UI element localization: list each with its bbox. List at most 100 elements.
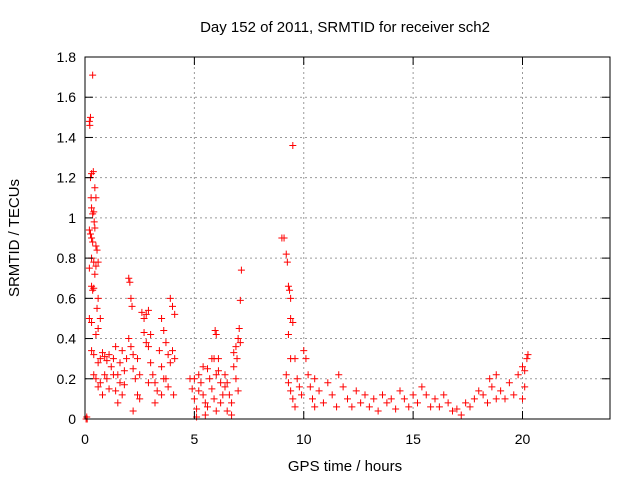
data-point: [400, 395, 408, 403]
data-point: [190, 395, 198, 403]
data-point: [352, 387, 360, 395]
data-point: [160, 327, 168, 335]
data-point: [144, 379, 152, 387]
data-point: [155, 347, 163, 355]
data-point: [199, 391, 207, 399]
data-point: [144, 343, 152, 351]
data-point: [129, 351, 137, 359]
data-point: [90, 371, 98, 379]
data-point: [289, 141, 297, 149]
data-point: [127, 294, 135, 302]
data-point: [112, 387, 120, 395]
data-point: [212, 331, 220, 339]
data-point: [94, 325, 102, 332]
data-point: [315, 387, 323, 395]
data-point: [462, 399, 470, 407]
data-point: [289, 318, 297, 326]
data-point: [171, 355, 179, 363]
data-point: [233, 355, 241, 363]
data-point: [217, 379, 225, 387]
data-point: [335, 371, 343, 379]
data-point: [109, 371, 117, 379]
data-point: [86, 113, 94, 121]
data-point: [134, 355, 141, 363]
data-point: [126, 278, 134, 286]
data-point: [284, 282, 292, 290]
data-point: [96, 379, 104, 387]
data-point: [88, 318, 96, 326]
x-tick-label: 20: [515, 431, 531, 447]
data-point: [521, 367, 529, 375]
data-point: [501, 395, 509, 403]
data-point: [236, 296, 244, 304]
data-point: [197, 379, 205, 387]
data-point: [158, 363, 166, 371]
data-point: [120, 367, 128, 375]
data-point: [129, 407, 137, 415]
y-tick-label: 1.2: [57, 170, 77, 186]
data-point: [99, 391, 106, 399]
plot-frame: [84, 56, 611, 420]
data-point: [89, 168, 97, 176]
data-point: [396, 387, 404, 395]
data-point: [357, 399, 365, 407]
data-point: [291, 355, 299, 363]
data-point: [92, 242, 100, 250]
data-point: [94, 359, 102, 367]
data-point: [291, 403, 299, 411]
data-point: [103, 375, 111, 383]
data-points: [82, 71, 532, 423]
data-point: [514, 371, 522, 379]
data-point: [361, 391, 369, 399]
data-point: [486, 375, 494, 383]
y-tick-label: 0.6: [57, 290, 77, 306]
data-point: [524, 351, 532, 359]
data-point: [475, 387, 483, 395]
data-point: [497, 387, 505, 395]
data-point: [221, 371, 229, 379]
data-point: [521, 383, 529, 391]
data-point: [286, 286, 294, 294]
data-point: [140, 329, 148, 337]
data-point: [298, 391, 306, 399]
data-point: [519, 363, 526, 371]
data-point: [118, 347, 126, 355]
data-point: [370, 395, 378, 403]
data-point: [311, 403, 319, 411]
data-point: [212, 371, 220, 379]
data-point: [90, 284, 98, 292]
data-point: [158, 314, 166, 322]
data-point: [171, 310, 179, 318]
data-point: [103, 357, 111, 365]
data-point: [523, 355, 531, 363]
data-point: [120, 381, 128, 389]
data-point: [170, 391, 178, 399]
data-point: [92, 331, 100, 339]
data-point: [92, 194, 100, 202]
data-point: [505, 379, 513, 387]
data-point: [319, 399, 327, 407]
data-point: [90, 208, 98, 216]
data-point: [105, 385, 113, 393]
data-point: [287, 314, 295, 322]
data-point: [283, 258, 291, 266]
data-point: [300, 347, 308, 355]
data-point: [466, 403, 474, 411]
data-point: [136, 371, 144, 379]
data-point: [236, 339, 244, 347]
data-point: [89, 71, 97, 79]
data-point: [204, 403, 211, 411]
data-point: [164, 351, 172, 359]
y-axis-label: SRMTID / TECUs: [6, 179, 23, 297]
data-point: [151, 399, 159, 407]
data-point: [208, 385, 216, 393]
data-point: [409, 391, 417, 399]
data-point: [484, 399, 491, 407]
y-tick-label: 0: [68, 411, 76, 427]
data-point: [162, 339, 170, 347]
data-point: [295, 383, 303, 391]
data-point: [129, 365, 137, 373]
data-point: [304, 371, 312, 379]
data-point: [221, 383, 229, 391]
data-point: [93, 304, 101, 312]
